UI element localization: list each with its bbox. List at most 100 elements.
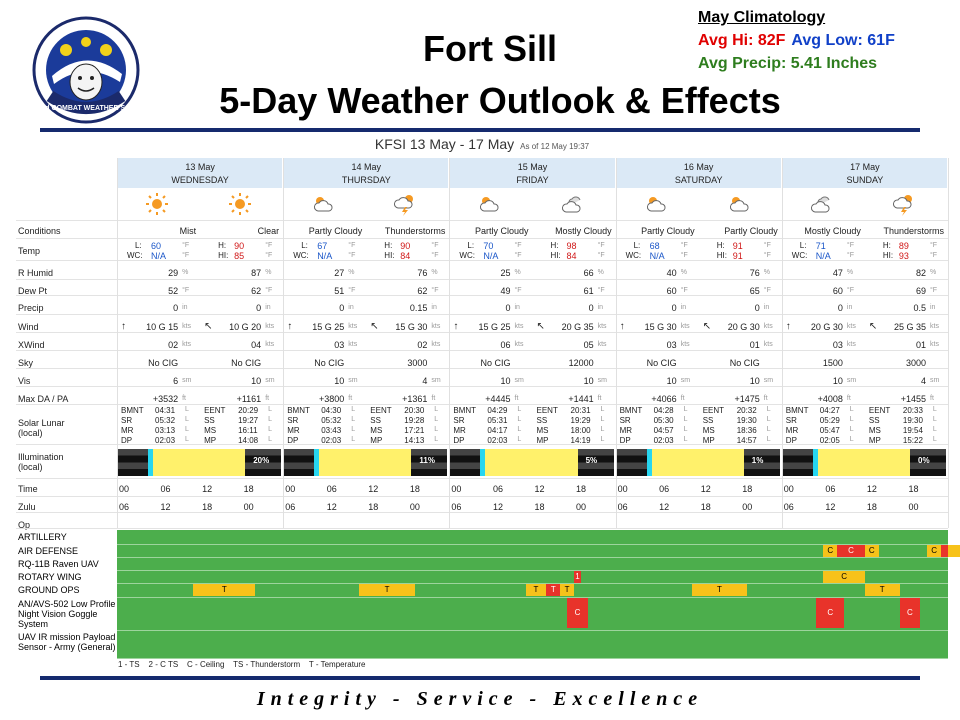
op-row-rule bbox=[117, 597, 948, 598]
rel-humidity-value: 66 bbox=[583, 268, 594, 278]
lunar-time: 20:32 bbox=[736, 406, 757, 415]
time-unit: L bbox=[683, 426, 688, 433]
temp-high-value: 91 bbox=[732, 241, 743, 251]
lunar-key: EENT bbox=[868, 406, 891, 415]
row-label: Illumination bbox=[18, 452, 64, 462]
time-unit: L bbox=[683, 406, 688, 413]
zulu-tick: 18 bbox=[202, 502, 213, 512]
operation-effect: T bbox=[193, 584, 256, 596]
dewpoint-value-unit: °F bbox=[514, 287, 522, 294]
row-label: (local) bbox=[18, 428, 43, 438]
op-label: GROUND OPS bbox=[18, 585, 117, 595]
temp-low-label: L: bbox=[799, 241, 807, 250]
sky-value: 12000 bbox=[568, 358, 594, 368]
op-row-rule bbox=[117, 583, 948, 584]
op-label: AN/AVS-502 Low Profile Night Vision Gogg… bbox=[18, 599, 117, 629]
solar-time: 05:31 bbox=[487, 416, 508, 425]
temp-unit: °F bbox=[265, 252, 273, 259]
solar-key: BMNT bbox=[453, 406, 477, 415]
crosswind-value: 05 bbox=[583, 340, 594, 350]
wind-value: 15 G 30 bbox=[644, 322, 677, 332]
precip-value-unit: in bbox=[514, 304, 520, 311]
wind-value: 15 G 25 bbox=[312, 322, 345, 332]
crosswind-value-unit: kts bbox=[846, 341, 856, 348]
dewpoint-value: 60 bbox=[666, 286, 677, 296]
conditions-value: Thunderstorms bbox=[883, 226, 944, 236]
op-row-rule bbox=[117, 544, 948, 545]
density-altitude-value: +1161 bbox=[236, 394, 262, 404]
illumination-dark-segment bbox=[782, 449, 813, 476]
illumination-dark-segment bbox=[284, 449, 315, 476]
crosswind-value: 03 bbox=[832, 340, 843, 350]
precip-value: 0 bbox=[754, 303, 760, 313]
solar-time: 02:03 bbox=[653, 436, 674, 445]
density-altitude-value: +3532 bbox=[152, 394, 179, 404]
conditions-value: Mostly Cloudy bbox=[555, 226, 612, 236]
rel-humidity-value-unit: % bbox=[930, 269, 937, 276]
lunar-key: SS bbox=[370, 416, 381, 425]
density-altitude-value: +1455 bbox=[900, 394, 926, 404]
grid-rule bbox=[16, 444, 948, 445]
lunar-time: 14:19 bbox=[570, 436, 591, 445]
illumination-dark-segment bbox=[118, 449, 148, 476]
temp-unit: °F bbox=[763, 252, 771, 259]
rel-humidity-value: 82 bbox=[915, 268, 926, 278]
conditions-value: Partly Cloudy bbox=[641, 226, 695, 236]
crosswind-value: 02 bbox=[168, 340, 179, 350]
conditions-value: Mist bbox=[179, 226, 197, 236]
row-label: Max DA / PA bbox=[18, 394, 69, 404]
lunar-key: MP bbox=[868, 436, 881, 445]
solar-time: 04:28 bbox=[653, 406, 674, 415]
wind-value: 20 G 30 bbox=[727, 322, 760, 332]
dewpoint-value-unit: °F bbox=[597, 287, 605, 294]
day-separator bbox=[117, 158, 118, 528]
crosswind-value: 04 bbox=[251, 340, 262, 350]
op-row-rule bbox=[117, 630, 948, 631]
density-altitude-value: +4445 bbox=[485, 394, 511, 404]
lunar-key: EENT bbox=[702, 406, 725, 415]
time-unit: L bbox=[600, 416, 605, 423]
density-altitude-value-unit: ft bbox=[182, 395, 186, 402]
illumination-twilight-segment bbox=[812, 449, 818, 476]
precip-value-unit: in bbox=[763, 304, 770, 311]
temp-high-label: H: bbox=[218, 241, 227, 250]
temp-unit: °F bbox=[846, 252, 854, 259]
solar-time: 03:13 bbox=[155, 426, 176, 435]
solar-key: SR bbox=[121, 416, 133, 425]
row-label: Dew Pt bbox=[18, 286, 48, 296]
temp-low-value: 70 bbox=[483, 241, 494, 251]
time-unit: L bbox=[849, 406, 854, 413]
precip-value-unit: in bbox=[265, 304, 271, 311]
density-altitude-value-unit: ft bbox=[846, 395, 851, 402]
crosswind-value: 03 bbox=[666, 340, 677, 350]
lunar-key: MP bbox=[536, 436, 549, 445]
rel-humidity-value-unit: % bbox=[348, 269, 355, 276]
squadron-logo: 3d COMBAT WEATHER SQ bbox=[32, 16, 140, 124]
visibility-value-unit: sm bbox=[265, 377, 275, 384]
rel-humidity-value-unit: % bbox=[514, 269, 521, 276]
climatology-avg-low: Avg Low: 61F bbox=[791, 32, 895, 49]
time-unit: L bbox=[932, 426, 937, 433]
crosswind-value-unit: kts bbox=[930, 341, 939, 348]
day-date: 15 May bbox=[517, 162, 548, 172]
product-title: KFSI 13 May - 17 May As of 12 May 19:37 bbox=[16, 136, 948, 152]
row-label: Conditions bbox=[18, 226, 61, 236]
crosswind-value-unit: kts bbox=[680, 341, 690, 348]
solar-time: 04:27 bbox=[819, 406, 840, 415]
time-unit: L bbox=[766, 406, 771, 413]
time-unit: L bbox=[932, 406, 937, 413]
time-unit: L bbox=[766, 426, 771, 433]
wind-value-unit: kts bbox=[182, 323, 192, 330]
temp-low-value: 67 bbox=[317, 241, 328, 251]
lunar-time: 20:30 bbox=[404, 406, 425, 415]
temp-high-value: 98 bbox=[566, 241, 577, 251]
lunar-time: 14:13 bbox=[404, 436, 425, 445]
day-date: 16 May bbox=[683, 162, 714, 172]
crosswind-value: 01 bbox=[749, 340, 760, 350]
temp-unit: °F bbox=[431, 252, 439, 259]
time-tick: 00 bbox=[783, 484, 794, 494]
rel-humidity-value: 76 bbox=[417, 268, 428, 278]
time-unit: L bbox=[683, 416, 688, 423]
thunderstorm-icon bbox=[394, 192, 418, 216]
temp-unit: °F bbox=[348, 242, 356, 249]
